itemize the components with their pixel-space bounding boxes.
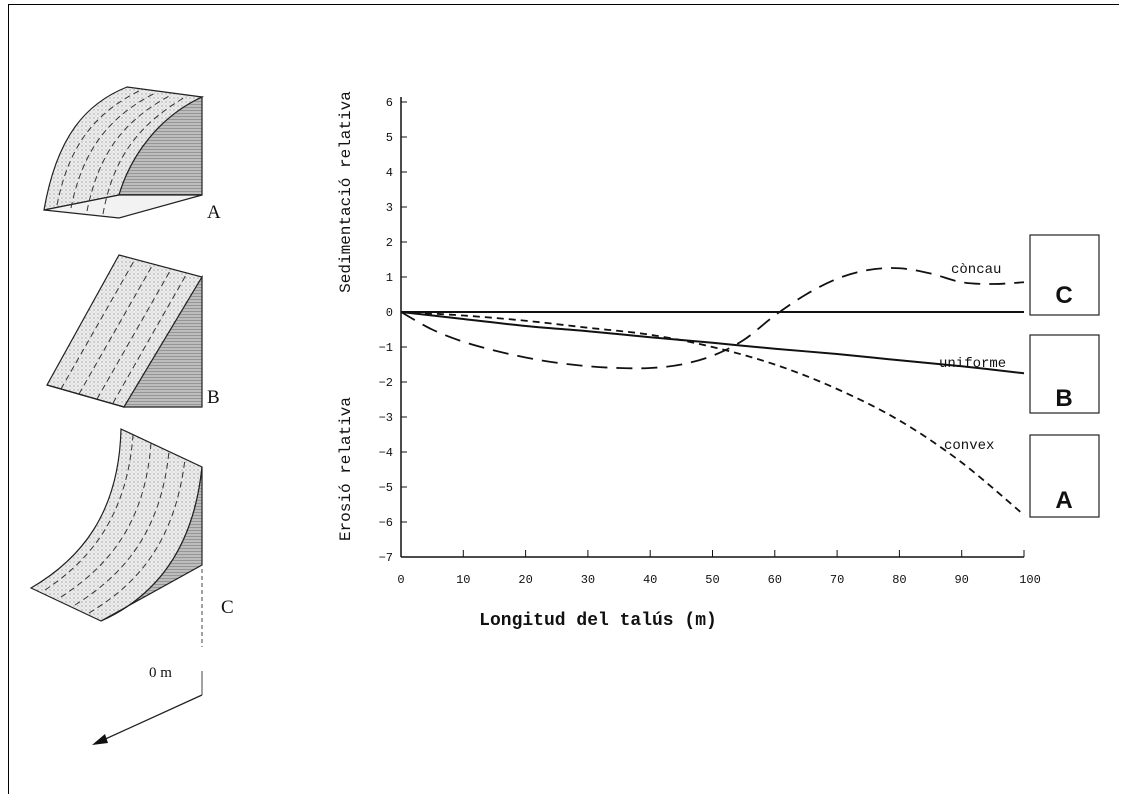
y-tick-label: −7 [379,551,393,565]
x-tick-label: 30 [581,573,595,587]
y-tick-label: 2 [386,236,393,250]
y-tick-label: 5 [386,131,393,145]
series-line-concau [400,267,1025,370]
x-tick-label: 10 [456,573,470,587]
series-box-a [1029,434,1100,518]
series-label-concave: còncau [951,262,1001,278]
y-axis-ticks: 6 5 4 3 2 1 0 −1 −2 −3 −4 −5 −6 −7 [379,96,407,565]
x-tick-label: 80 [892,573,906,587]
series-box-b [1029,334,1100,414]
y-tick-label: −4 [379,446,393,460]
x-tick-label: 70 [830,573,844,587]
chart-series [400,267,1025,516]
slope-diagram-c [29,428,203,622]
direction-arrow-line [100,694,203,742]
y-axis-label-sedimentation: Sedimentació relativa [337,91,355,293]
y-tick-label: −2 [379,376,393,390]
x-tick-label: 60 [768,573,782,587]
slope-label-b: B [207,387,220,408]
y-tick-label: −6 [379,516,393,530]
y-tick-label: 3 [386,201,393,215]
y-tick-label: 0 [386,306,393,320]
x-tick-label: 90 [954,573,968,587]
series-box-a-label: A [1055,487,1072,514]
y-axis-label-erosion: Erosió relativa [337,397,355,541]
chart-axes [400,97,1024,558]
y-tick-label: 6 [386,96,393,110]
y-tick-label: −3 [379,411,393,425]
x-tick-label: 100 [1019,573,1041,587]
series-label-convex: convex [944,438,994,454]
figure-frame: A B C 0 m 6 5 4 3 2 1 0 −1 −2 −3 −4 −5 −6 −7 0 10 20 30 4… [8,4,1119,794]
y-tick-label: −1 [379,341,393,355]
series-line-convex [400,311,1025,516]
x-tick-label: 50 [705,573,719,587]
series-box-c [1029,234,1100,316]
series-line-uniforme [400,311,1025,375]
x-axis-ticks: 0 10 20 30 40 50 60 70 80 90 100 [397,550,1041,587]
series-box-b-label: B [1055,385,1072,412]
series-label-uniform: uniforme [939,356,1006,372]
distance-label: 0 m [149,665,172,681]
y-tick-label: 1 [386,271,393,285]
x-tick-label: 40 [643,573,657,587]
slope-diagram-b [46,254,203,408]
x-tick-label: 0 [397,573,404,587]
slope-diagram-a [43,86,205,219]
y-tick-label: 4 [386,166,393,180]
series-box-c-label: C [1055,282,1072,309]
y-tick-label: −5 [379,481,393,495]
direction-arrow-head-icon [92,734,108,745]
slope-label-a: A [207,202,221,223]
x-axis-label: Longitud del talús (m) [479,611,717,631]
x-tick-label: 20 [518,573,532,587]
slope-label-c: C [221,597,234,618]
